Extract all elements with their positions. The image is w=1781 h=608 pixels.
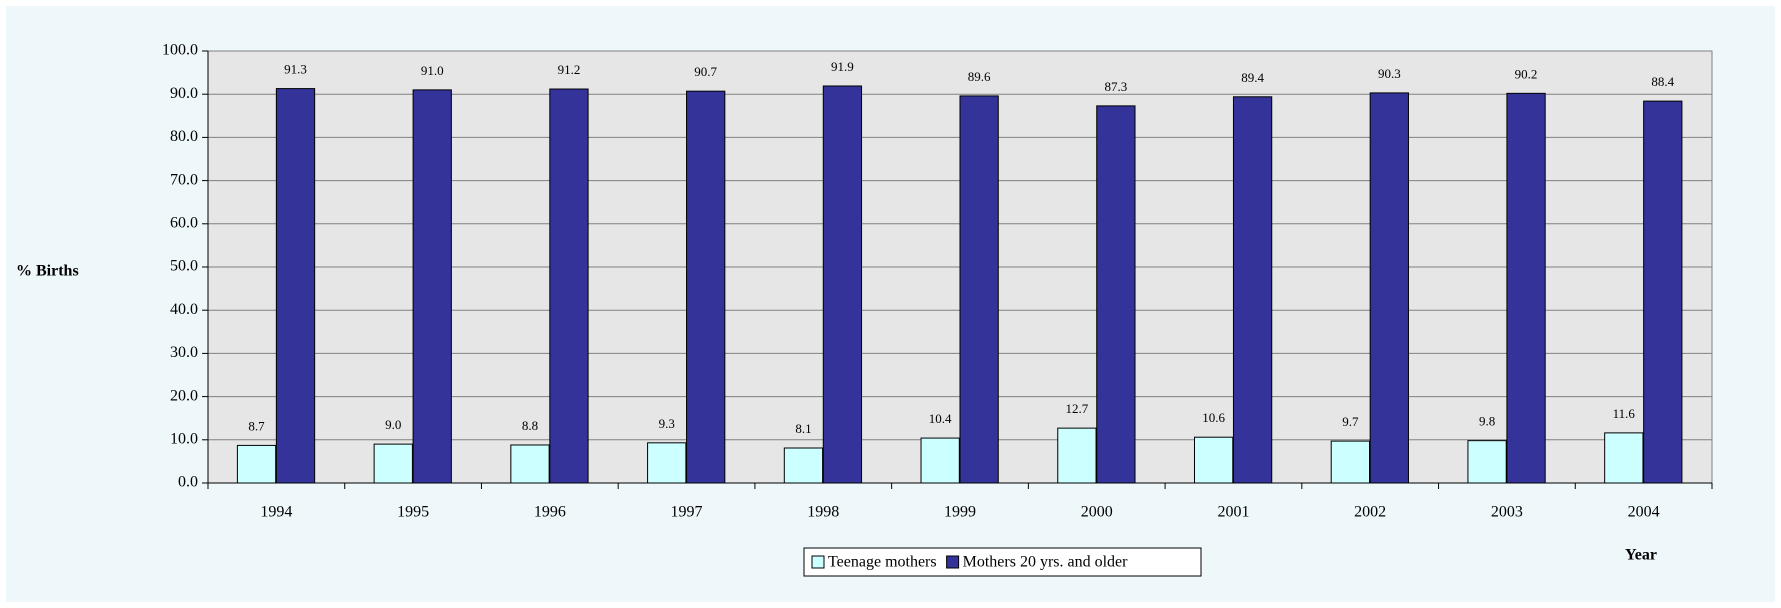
data-label: 91.0: [421, 63, 444, 78]
bar: [1057, 427, 1097, 484]
data-label: 9.8: [1479, 414, 1495, 429]
bar: [959, 95, 999, 484]
bar: [920, 437, 960, 484]
y-tick-label: 80.0: [170, 128, 198, 145]
bar: [412, 89, 452, 484]
data-label: 8.7: [248, 418, 265, 433]
y-tick-label: 40.0: [170, 301, 198, 318]
bar: [1193, 436, 1234, 484]
data-label: 10.6: [1202, 410, 1225, 425]
data-label: 9.7: [1342, 414, 1359, 429]
y-tick-label: 70.0: [170, 171, 198, 188]
data-label: 10.4: [929, 411, 952, 426]
data-label: 87.3: [1104, 79, 1127, 94]
data-label: 11.6: [1613, 406, 1636, 421]
bar: [686, 90, 726, 484]
data-label: 90.2: [1515, 66, 1538, 81]
x-tick-label: 1996: [534, 504, 566, 521]
x-tick-label: 2003: [1491, 504, 1523, 521]
bar: [783, 447, 824, 484]
legend-swatch: [946, 555, 960, 569]
bar: [1330, 440, 1370, 484]
x-tick-label: 2000: [1081, 504, 1113, 521]
legend-box: [803, 547, 1202, 577]
data-label: 91.3: [284, 62, 307, 77]
data-label: 88.4: [1651, 74, 1674, 89]
bar: [1467, 440, 1507, 484]
bar: [1096, 105, 1136, 484]
bar: [822, 85, 863, 484]
x-tick-label: 1995: [397, 504, 429, 521]
legend-swatch: [811, 555, 825, 569]
data-label: 90.7: [694, 64, 717, 79]
y-tick-label: 60.0: [170, 214, 198, 231]
x-tick-label: 2001: [1217, 504, 1249, 521]
data-label: 91.9: [831, 59, 854, 74]
y-tick-label: 20.0: [170, 387, 198, 404]
data-label: 91.2: [558, 62, 581, 77]
data-label: 89.4: [1241, 70, 1264, 85]
data-label: 8.1: [795, 421, 811, 436]
legend-label: Mothers 20 yrs. and older: [963, 554, 1129, 571]
bar: [549, 88, 589, 484]
bar: [1369, 92, 1409, 484]
data-label: 9.3: [659, 416, 675, 431]
x-tick-label: 1997: [671, 504, 703, 521]
bar: [1232, 96, 1273, 484]
legend-label: Teenage mothers: [828, 554, 937, 571]
bar: [1506, 92, 1546, 484]
y-tick-label: 10.0: [170, 430, 198, 447]
y-tick-label: 50.0: [170, 258, 198, 275]
y-tick-label: 100.0: [162, 42, 198, 59]
x-tick-label: 1999: [944, 504, 976, 521]
y-tick-label: 30.0: [170, 344, 198, 361]
data-label: 12.7: [1066, 401, 1089, 416]
y-axis-label: % Births: [16, 263, 79, 280]
x-tick-label: 1994: [260, 504, 292, 521]
data-label: 8.8: [522, 418, 538, 433]
bar: [275, 88, 316, 484]
data-label: 90.3: [1378, 66, 1401, 81]
bar: [1604, 432, 1644, 484]
bar: [510, 444, 550, 484]
bar: [373, 443, 413, 484]
x-tick-label: 2004: [1628, 504, 1660, 521]
bar: [1643, 100, 1683, 484]
data-label: 9.0: [385, 417, 401, 432]
bar: [236, 444, 277, 484]
x-tick-label: 1998: [807, 504, 839, 521]
x-tick-label: 2002: [1354, 504, 1386, 521]
y-tick-label: 90.0: [170, 85, 198, 102]
bar: [647, 442, 687, 484]
data-label: 89.6: [968, 69, 991, 84]
y-tick-label: 0.0: [178, 474, 198, 491]
x-axis-label: Year: [1625, 547, 1657, 564]
